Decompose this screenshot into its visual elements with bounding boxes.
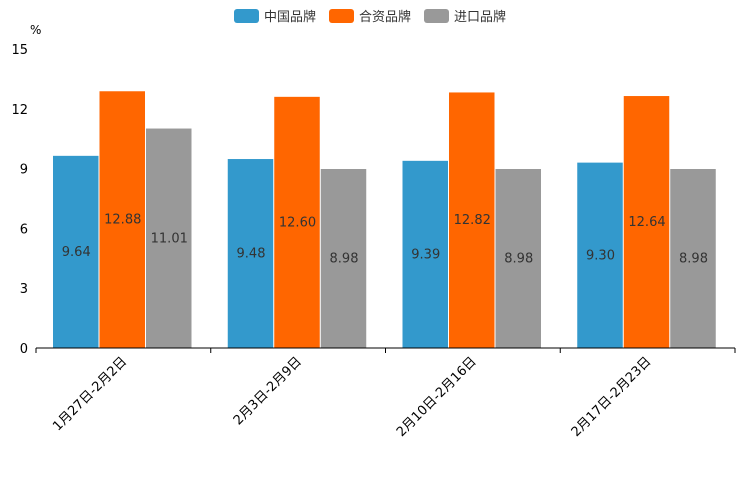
y-tick-label: 15 [11, 43, 28, 58]
x-tick-label: 2月17日-2月23日 [569, 354, 655, 440]
bar [320, 168, 367, 348]
x-tick-label: 2月3日-2月9日 [231, 354, 305, 428]
bar-value-label: 9.39 [411, 247, 440, 262]
bar [53, 155, 99, 348]
bar [495, 168, 541, 348]
x-tick-label: 2月10日-2月16日 [394, 354, 480, 440]
y-tick-label: 9 [20, 163, 28, 178]
y-axis-ticks: 0 3 6 9 12 15 [11, 43, 28, 357]
legend-label: 进口品牌 [454, 9, 506, 25]
bar-value-label: 12.88 [104, 213, 141, 228]
bar-value-label: 11.01 [151, 231, 188, 246]
bar [449, 92, 495, 348]
bar [146, 128, 192, 348]
y-tick-label: 6 [20, 222, 28, 237]
bar [623, 96, 670, 348]
legend-swatch [329, 9, 354, 23]
legend-label: 合资品牌 [359, 9, 411, 25]
x-axis: 1月27日-2月2日 2月3日-2月9日 2月10日-2月16日 2月17日-2月23… [35, 347, 736, 440]
legend: 中国品牌 合资品牌 进口品牌 [234, 9, 506, 25]
y-axis-unit-label: % [30, 23, 41, 37]
bar [577, 162, 623, 348]
bar-value-label: 12.82 [454, 213, 491, 228]
bar [402, 160, 448, 348]
legend-label: 中国品牌 [264, 9, 316, 25]
bar-value-label: 8.98 [679, 251, 708, 266]
bar-value-label: 8.98 [330, 251, 359, 266]
bar-value-label: 12.60 [279, 215, 316, 230]
bar-value-label: 9.48 [237, 247, 266, 262]
bar [670, 168, 716, 348]
legend-swatch [234, 9, 259, 23]
y-tick-label: 0 [20, 342, 28, 357]
legend-swatch [424, 9, 449, 23]
bar [274, 96, 320, 348]
bars [53, 91, 716, 348]
bar-value-label: 8.98 [504, 251, 533, 266]
y-tick-label: 12 [11, 103, 28, 118]
x-tick-label: 1月27日-2月2日 [50, 354, 130, 434]
bar [99, 91, 145, 348]
bar [227, 159, 274, 348]
bar-value-label: 9.64 [62, 245, 91, 260]
y-tick-label: 3 [20, 282, 28, 297]
bar-value-label: 12.64 [628, 215, 665, 230]
bar-value-label: 9.30 [586, 248, 615, 263]
value-labels: 9.64 9.48 9.39 9.30 12.88 12.60 12.82 12.64 11.0… [62, 213, 708, 267]
